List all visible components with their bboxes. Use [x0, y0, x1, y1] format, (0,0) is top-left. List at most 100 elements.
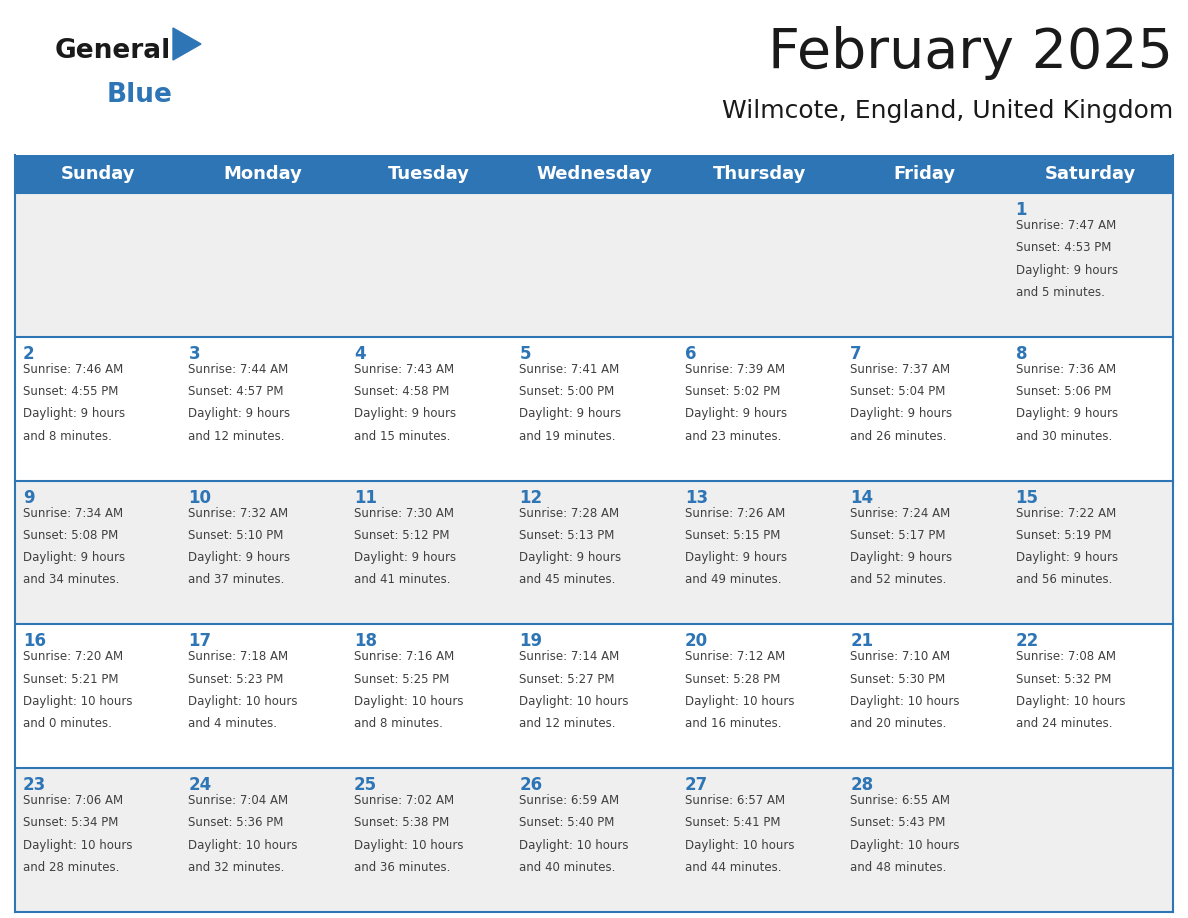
Text: 9: 9: [23, 488, 34, 507]
Text: 4: 4: [354, 345, 366, 363]
Text: Daylight: 10 hours: Daylight: 10 hours: [519, 695, 628, 708]
Text: Daylight: 9 hours: Daylight: 9 hours: [1016, 551, 1118, 565]
Text: and 19 minutes.: and 19 minutes.: [519, 430, 615, 442]
Text: 6: 6: [684, 345, 696, 363]
Text: Daylight: 10 hours: Daylight: 10 hours: [354, 839, 463, 852]
Text: Sunrise: 7:14 AM: Sunrise: 7:14 AM: [519, 650, 619, 664]
Text: Sunset: 5:43 PM: Sunset: 5:43 PM: [851, 816, 946, 830]
Text: Sunrise: 7:37 AM: Sunrise: 7:37 AM: [851, 363, 950, 375]
Text: and 8 minutes.: and 8 minutes.: [23, 430, 112, 442]
Text: and 26 minutes.: and 26 minutes.: [851, 430, 947, 442]
Text: Daylight: 9 hours: Daylight: 9 hours: [1016, 263, 1118, 276]
Text: Sunset: 5:13 PM: Sunset: 5:13 PM: [519, 529, 614, 542]
Text: Sunrise: 6:57 AM: Sunrise: 6:57 AM: [684, 794, 785, 807]
Text: Daylight: 9 hours: Daylight: 9 hours: [519, 408, 621, 420]
Text: Sunrise: 7:47 AM: Sunrise: 7:47 AM: [1016, 219, 1116, 232]
Text: Sunset: 5:00 PM: Sunset: 5:00 PM: [519, 385, 614, 398]
Text: and 32 minutes.: and 32 minutes.: [189, 861, 285, 874]
Text: and 28 minutes.: and 28 minutes.: [23, 861, 119, 874]
Text: Sunrise: 7:44 AM: Sunrise: 7:44 AM: [189, 363, 289, 375]
Text: Daylight: 10 hours: Daylight: 10 hours: [354, 695, 463, 708]
Text: Sunset: 5:27 PM: Sunset: 5:27 PM: [519, 673, 614, 686]
Text: Sunset: 4:58 PM: Sunset: 4:58 PM: [354, 385, 449, 398]
Text: and 15 minutes.: and 15 minutes.: [354, 430, 450, 442]
Text: General: General: [55, 38, 171, 64]
Bar: [15, 768, 1173, 912]
Text: and 45 minutes.: and 45 minutes.: [519, 574, 615, 587]
Text: Sunrise: 7:36 AM: Sunrise: 7:36 AM: [1016, 363, 1116, 375]
Text: Sunset: 5:15 PM: Sunset: 5:15 PM: [684, 529, 781, 542]
Text: Daylight: 10 hours: Daylight: 10 hours: [23, 695, 133, 708]
Text: Sunrise: 7:30 AM: Sunrise: 7:30 AM: [354, 507, 454, 520]
Text: and 4 minutes.: and 4 minutes.: [189, 717, 278, 730]
Polygon shape: [173, 28, 201, 60]
Text: Wilmcote, England, United Kingdom: Wilmcote, England, United Kingdom: [722, 99, 1173, 123]
Text: February 2025: February 2025: [767, 26, 1173, 80]
Text: 7: 7: [851, 345, 861, 363]
Bar: [15, 155, 1173, 193]
Text: and 44 minutes.: and 44 minutes.: [684, 861, 782, 874]
Text: and 16 minutes.: and 16 minutes.: [684, 717, 782, 730]
Text: and 40 minutes.: and 40 minutes.: [519, 861, 615, 874]
Text: and 52 minutes.: and 52 minutes.: [851, 574, 947, 587]
Text: 18: 18: [354, 633, 377, 650]
Text: Daylight: 10 hours: Daylight: 10 hours: [189, 839, 298, 852]
Text: 1: 1: [1016, 201, 1028, 219]
Text: Sunrise: 7:22 AM: Sunrise: 7:22 AM: [1016, 507, 1116, 520]
Text: Sunset: 5:10 PM: Sunset: 5:10 PM: [189, 529, 284, 542]
Text: Sunrise: 7:34 AM: Sunrise: 7:34 AM: [23, 507, 124, 520]
Text: Sunrise: 7:41 AM: Sunrise: 7:41 AM: [519, 363, 619, 375]
Text: Thursday: Thursday: [713, 165, 807, 183]
Text: Daylight: 10 hours: Daylight: 10 hours: [684, 695, 795, 708]
Text: Sunset: 5:38 PM: Sunset: 5:38 PM: [354, 816, 449, 830]
Text: Sunset: 4:57 PM: Sunset: 4:57 PM: [189, 385, 284, 398]
Text: 19: 19: [519, 633, 543, 650]
Text: 10: 10: [189, 488, 211, 507]
Text: Daylight: 9 hours: Daylight: 9 hours: [1016, 408, 1118, 420]
Text: Daylight: 9 hours: Daylight: 9 hours: [189, 551, 291, 565]
Text: and 49 minutes.: and 49 minutes.: [684, 574, 782, 587]
Text: Sunset: 5:04 PM: Sunset: 5:04 PM: [851, 385, 946, 398]
Text: Sunset: 5:12 PM: Sunset: 5:12 PM: [354, 529, 449, 542]
Text: and 5 minutes.: and 5 minutes.: [1016, 285, 1105, 299]
Text: Daylight: 9 hours: Daylight: 9 hours: [684, 551, 786, 565]
Text: 20: 20: [684, 633, 708, 650]
Text: Sunrise: 7:12 AM: Sunrise: 7:12 AM: [684, 650, 785, 664]
Text: 13: 13: [684, 488, 708, 507]
Text: and 37 minutes.: and 37 minutes.: [189, 574, 285, 587]
Bar: [15, 193, 1173, 337]
Text: Daylight: 9 hours: Daylight: 9 hours: [23, 408, 125, 420]
Text: 12: 12: [519, 488, 543, 507]
Text: Sunrise: 7:28 AM: Sunrise: 7:28 AM: [519, 507, 619, 520]
Text: 14: 14: [851, 488, 873, 507]
Text: Sunset: 5:28 PM: Sunset: 5:28 PM: [684, 673, 781, 686]
Text: Sunset: 5:21 PM: Sunset: 5:21 PM: [23, 673, 119, 686]
Text: Sunrise: 7:18 AM: Sunrise: 7:18 AM: [189, 650, 289, 664]
Text: Sunset: 5:17 PM: Sunset: 5:17 PM: [851, 529, 946, 542]
Text: Sunset: 5:34 PM: Sunset: 5:34 PM: [23, 816, 119, 830]
Text: and 48 minutes.: and 48 minutes.: [851, 861, 947, 874]
Text: Sunrise: 6:59 AM: Sunrise: 6:59 AM: [519, 794, 619, 807]
Text: Sunrise: 7:26 AM: Sunrise: 7:26 AM: [684, 507, 785, 520]
Text: 24: 24: [189, 777, 211, 794]
Text: and 0 minutes.: and 0 minutes.: [23, 717, 112, 730]
Text: Daylight: 9 hours: Daylight: 9 hours: [23, 551, 125, 565]
Text: Daylight: 10 hours: Daylight: 10 hours: [1016, 695, 1125, 708]
Text: Sunrise: 7:39 AM: Sunrise: 7:39 AM: [684, 363, 785, 375]
Text: Daylight: 9 hours: Daylight: 9 hours: [354, 551, 456, 565]
Text: Sunset: 5:41 PM: Sunset: 5:41 PM: [684, 816, 781, 830]
Text: Daylight: 10 hours: Daylight: 10 hours: [189, 695, 298, 708]
Text: Sunset: 5:25 PM: Sunset: 5:25 PM: [354, 673, 449, 686]
Text: Sunset: 5:08 PM: Sunset: 5:08 PM: [23, 529, 119, 542]
Text: Tuesday: Tuesday: [387, 165, 469, 183]
Text: Sunset: 5:06 PM: Sunset: 5:06 PM: [1016, 385, 1111, 398]
Text: 2: 2: [23, 345, 34, 363]
Text: and 56 minutes.: and 56 minutes.: [1016, 574, 1112, 587]
Text: Sunday: Sunday: [61, 165, 135, 183]
Text: and 23 minutes.: and 23 minutes.: [684, 430, 781, 442]
Text: 15: 15: [1016, 488, 1038, 507]
Text: Sunset: 5:19 PM: Sunset: 5:19 PM: [1016, 529, 1111, 542]
Text: 21: 21: [851, 633, 873, 650]
Text: Sunset: 5:40 PM: Sunset: 5:40 PM: [519, 816, 614, 830]
Text: Daylight: 9 hours: Daylight: 9 hours: [851, 551, 953, 565]
